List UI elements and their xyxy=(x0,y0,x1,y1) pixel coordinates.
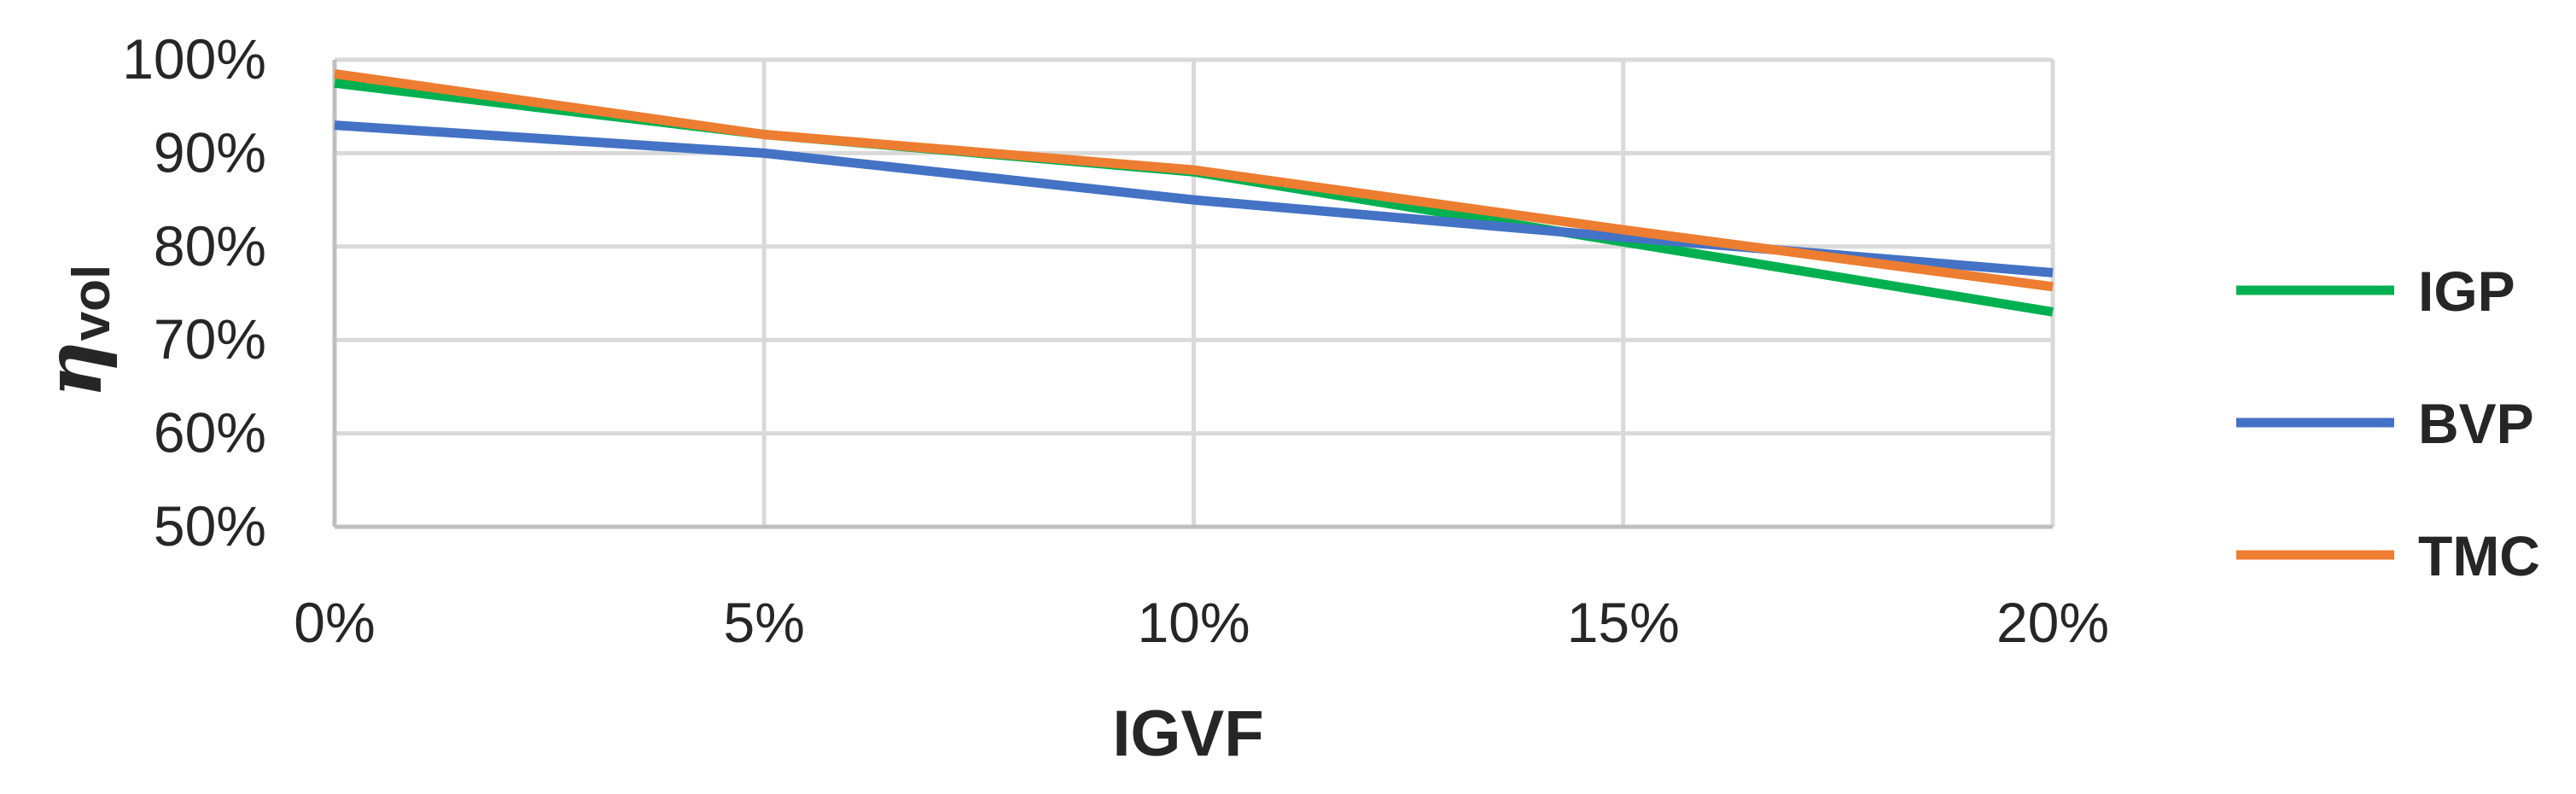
y-axis-title-symbol: η xyxy=(27,341,119,398)
grid-lines xyxy=(335,57,2055,527)
x-tick-labels: 0% 5% 10% 15% 20% xyxy=(294,591,2109,654)
y-tick-label: 80% xyxy=(154,214,266,277)
legend: IGP BVP TMC xyxy=(2236,260,2540,587)
x-tick-label: 15% xyxy=(1567,591,1680,654)
y-tick-label: 70% xyxy=(154,307,266,371)
x-tick-label: 5% xyxy=(724,591,805,654)
y-axis-title-subscript: vol xyxy=(62,265,121,342)
y-axis-title: ηvol xyxy=(27,265,121,398)
svg-text:ηvol: ηvol xyxy=(27,265,121,398)
x-tick-label: 0% xyxy=(294,591,375,654)
series-line-tmc xyxy=(334,68,2054,292)
legend-label-bvp: BVP xyxy=(2418,392,2534,455)
axes xyxy=(332,60,2053,529)
x-axis-title: IGVF xyxy=(1112,698,1263,770)
legend-label-igp: IGP xyxy=(2418,260,2515,323)
y-tick-label: 60% xyxy=(154,401,266,464)
y-tick-label: 50% xyxy=(154,494,266,558)
y-tick-label: 100% xyxy=(122,27,266,90)
legend-label-tmc: TMC xyxy=(2418,524,2540,587)
y-tick-labels: 50% 60% 70% 80% 90% 100% xyxy=(122,27,266,558)
x-tick-label: 20% xyxy=(1996,591,2109,654)
y-tick-label: 90% xyxy=(154,120,266,184)
x-tick-label: 10% xyxy=(1137,591,1250,654)
series-lines xyxy=(334,68,2054,317)
